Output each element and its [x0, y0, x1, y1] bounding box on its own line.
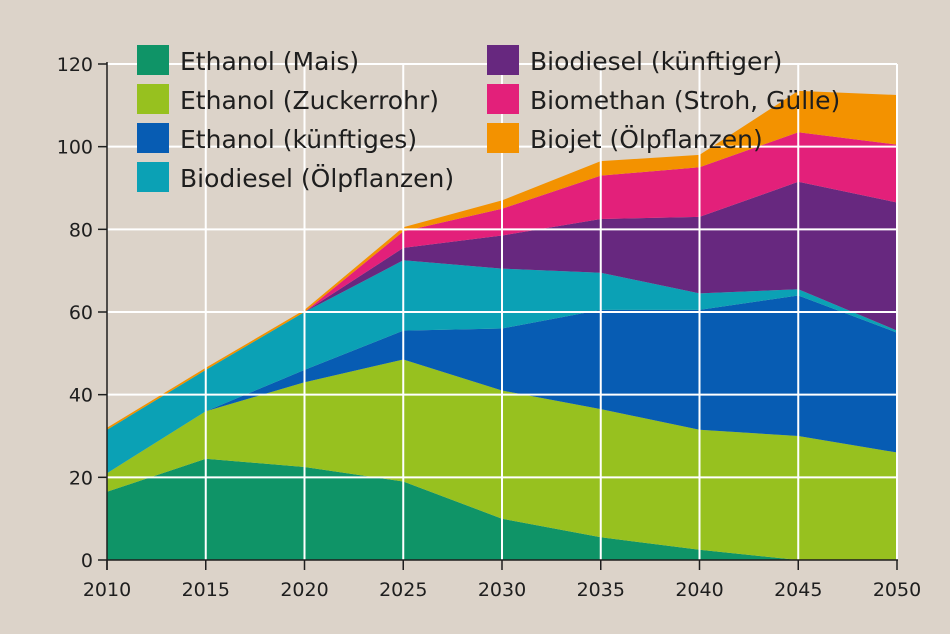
legend-label: Biomethan (Stroh, Gülle)	[530, 86, 840, 115]
legend-swatch	[137, 162, 169, 192]
legend-swatch	[137, 123, 169, 153]
legend: Ethanol (Mais) Ethanol (Zuckerrohr) Ethano…	[137, 45, 840, 193]
legend-label: Biojet (Ölpflanzen)	[530, 125, 763, 154]
legend-swatch	[487, 45, 519, 75]
y-tick-label: 20	[69, 467, 93, 489]
legend-swatch	[137, 84, 169, 114]
legend-swatch	[487, 84, 519, 114]
legend-label: Biodiesel (Ölpflanzen)	[180, 164, 454, 193]
y-tick-label: 120	[57, 54, 93, 76]
x-tick-label: 2015	[182, 579, 230, 601]
y-tick-label: 40	[69, 385, 93, 407]
legend-item-3: Biodiesel (Ölpflanzen)	[137, 162, 454, 193]
legend-label: Ethanol (Zuckerrohr)	[180, 86, 439, 115]
x-tick-label: 2025	[379, 579, 427, 601]
legend-item-5: Biomethan (Stroh, Gülle)	[487, 84, 840, 115]
x-tick-label: 2050	[873, 579, 921, 601]
x-tick-label: 2045	[774, 579, 822, 601]
x-tick-label: 2035	[577, 579, 625, 601]
legend-swatch	[137, 45, 169, 75]
legend-item-1: Ethanol (Zuckerrohr)	[137, 84, 439, 115]
legend-label: Ethanol (Mais)	[180, 47, 359, 76]
y-tick-label: 80	[69, 219, 93, 241]
legend-item-4: Biodiesel (künftiger)	[487, 45, 782, 76]
legend-item-6: Biojet (Ölpflanzen)	[487, 123, 763, 154]
legend-item-2: Ethanol (künftiges)	[137, 123, 417, 154]
x-tick-label: 2010	[83, 579, 131, 601]
area-series-6	[107, 90, 897, 430]
y-tick-label: 60	[69, 302, 93, 324]
x-tick-label: 2020	[280, 579, 328, 601]
y-tick-label: 0	[81, 550, 93, 572]
legend-label: Ethanol (künftiges)	[180, 125, 417, 154]
legend-item-0: Ethanol (Mais)	[137, 45, 359, 76]
x-tick-label: 2040	[675, 579, 723, 601]
y-tick-label: 100	[57, 137, 93, 159]
x-tick-label: 2030	[478, 579, 526, 601]
legend-swatch	[487, 123, 519, 153]
legend-label: Biodiesel (künftiger)	[530, 47, 782, 76]
